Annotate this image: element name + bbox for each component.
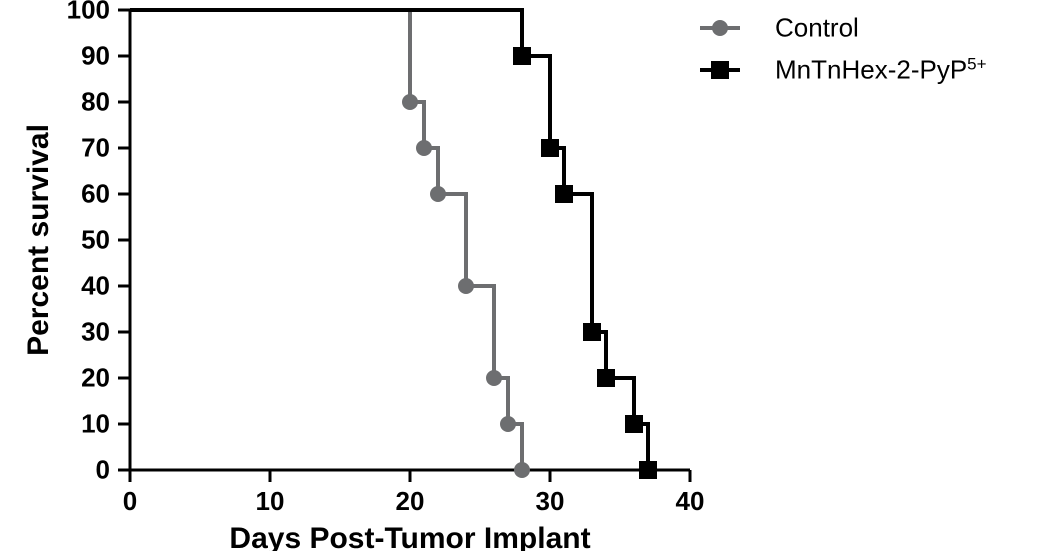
- svg-text:20: 20: [396, 486, 425, 516]
- svg-text:30: 30: [536, 486, 565, 516]
- svg-text:10: 10: [81, 409, 110, 439]
- svg-text:100: 100: [67, 0, 110, 25]
- svg-text:Percent survival: Percent survival: [22, 124, 55, 356]
- svg-text:MnTnHex-2-PyP5+: MnTnHex-2-PyP5+: [775, 54, 987, 85]
- svg-text:90: 90: [81, 41, 110, 71]
- chart-svg: 0 10 20 30 40 0 10 20 30 40 50 60 70 80 90 100 Days Post…: [0, 0, 1050, 551]
- svg-text:50: 50: [81, 225, 110, 255]
- svg-text:30: 30: [81, 317, 110, 347]
- svg-text:70: 70: [81, 133, 110, 163]
- svg-text:0: 0: [123, 486, 137, 516]
- svg-text:60: 60: [81, 179, 110, 209]
- survival-chart: 0 10 20 30 40 0 10 20 30 40 50 60 70 80 90 100 Days Post…: [0, 0, 1050, 551]
- svg-text:Control: Control: [775, 13, 859, 43]
- svg-text:Days Post-Tumor Implant: Days Post-Tumor Implant: [229, 522, 590, 551]
- svg-text:40: 40: [676, 486, 705, 516]
- svg-text:0: 0: [96, 455, 110, 485]
- svg-text:80: 80: [81, 87, 110, 117]
- svg-text:10: 10: [256, 486, 285, 516]
- svg-text:40: 40: [81, 271, 110, 301]
- svg-text:20: 20: [81, 363, 110, 393]
